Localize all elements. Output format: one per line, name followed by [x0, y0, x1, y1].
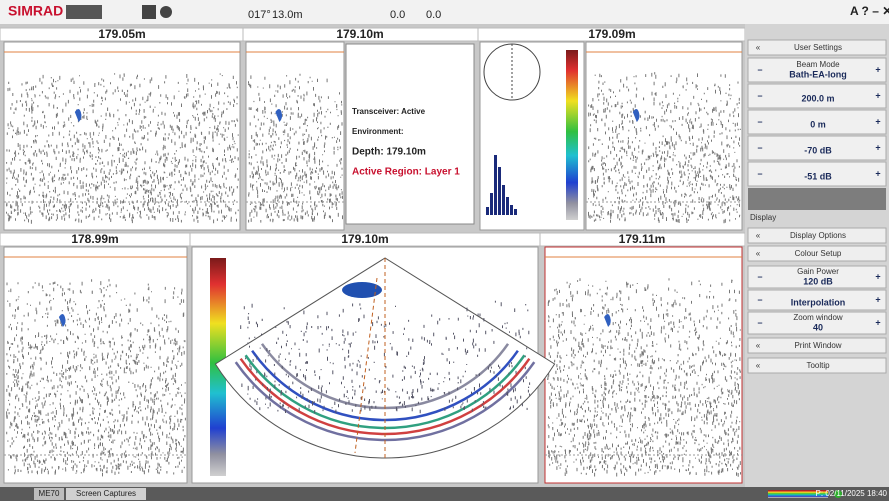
depth-readout: 13.0m	[272, 9, 303, 21]
logo: SIMRAD	[8, 3, 63, 19]
histogram-bar	[514, 209, 517, 215]
plus-button[interactable]: +	[875, 116, 880, 126]
control-label: Beam Mode	[796, 60, 840, 69]
control-value: 40	[813, 322, 823, 332]
minus-button[interactable]: –	[757, 64, 762, 74]
panel-depth: 178.99m	[71, 232, 118, 246]
fish-school	[342, 282, 382, 298]
menu-arrow[interactable]: «	[756, 249, 761, 258]
control-value: -51 dB	[804, 171, 832, 181]
histogram-bar	[498, 167, 501, 215]
info-line: Active Region: Layer 1	[352, 167, 460, 178]
control-value: 0 m	[810, 119, 826, 129]
captures-tab[interactable]: Screen Captures	[76, 489, 136, 498]
control-value: 120 dB	[803, 276, 833, 286]
plus-button[interactable]: +	[875, 271, 880, 281]
plus-button[interactable]: +	[875, 294, 880, 304]
plus-button[interactable]: +	[875, 64, 880, 74]
menu-label[interactable]: Colour Setup	[795, 249, 842, 258]
heading-readout: 017°	[248, 9, 271, 21]
info-line: Depth: 179.10m	[352, 147, 426, 158]
app-tab[interactable]: ME70	[39, 489, 60, 498]
window-controls[interactable]: A ? – ✕	[850, 4, 889, 18]
svg-text:«: «	[756, 43, 761, 52]
menu-label[interactable]: Tooltip	[806, 361, 830, 370]
status-box	[66, 5, 102, 19]
section-label: Display	[750, 213, 776, 222]
panel-depth: 179.10m	[336, 27, 383, 41]
readout: 0.0	[390, 9, 405, 21]
plus-button[interactable]: +	[875, 168, 880, 178]
icon[interactable]	[142, 5, 156, 19]
readout: 0.0	[426, 9, 441, 21]
minus-button[interactable]: –	[757, 168, 762, 178]
control-label: Gain Power	[797, 267, 839, 276]
minus-button[interactable]: –	[757, 271, 762, 281]
control-value: Interpolation	[791, 297, 846, 307]
info-line: Environment:	[352, 127, 404, 136]
histogram-bar	[502, 185, 505, 215]
panel-depth: 179.05m	[98, 27, 145, 41]
histogram-bar	[494, 155, 497, 215]
menu-label[interactable]: User Settings	[794, 43, 842, 52]
histogram-bar	[506, 197, 509, 215]
histogram-bar	[490, 193, 493, 215]
control-label: Zoom window	[793, 313, 843, 322]
control-value: 200.0 m	[801, 93, 834, 103]
plus-button[interactable]: +	[875, 317, 880, 327]
panel-depth: 179.10m	[341, 232, 388, 246]
echogram	[4, 247, 187, 483]
menus: « Display Options « Colour Setup – + Gain Powe…	[748, 228, 886, 373]
menu-arrow[interactable]: «	[756, 231, 761, 240]
panel-depth: 179.11m	[619, 232, 666, 246]
panel-depth: 179.09m	[588, 27, 635, 41]
menu-label[interactable]: Print Window	[794, 341, 841, 350]
minus-button[interactable]: –	[757, 317, 762, 327]
histogram-bar	[510, 205, 513, 215]
histogram-bar	[486, 207, 489, 215]
minus-button[interactable]: –	[757, 116, 762, 126]
plus-button[interactable]: +	[875, 142, 880, 152]
menu-arrow[interactable]: «	[756, 341, 761, 350]
color-bar	[566, 50, 578, 220]
icon[interactable]	[160, 6, 172, 18]
menu-label[interactable]: Display Options	[790, 231, 846, 240]
plus-button[interactable]: +	[875, 90, 880, 100]
icon-bar[interactable]	[748, 188, 886, 210]
menu-arrow[interactable]: «	[756, 361, 761, 370]
top-bar	[0, 0, 889, 24]
screen: SIMRAD 017° 13.0m 0.0 0.0 A ? – ✕ 179.05…	[0, 0, 889, 501]
minus-button[interactable]: –	[757, 142, 762, 152]
control-value: Bath-EA-long	[789, 69, 847, 79]
control-value: -70 dB	[804, 145, 832, 155]
minus-button[interactable]: –	[757, 90, 762, 100]
clock: P: 02/11/2025 18:40	[816, 489, 888, 498]
minus-button[interactable]: –	[757, 294, 762, 304]
info-line: Transceiver: Active	[352, 107, 426, 116]
